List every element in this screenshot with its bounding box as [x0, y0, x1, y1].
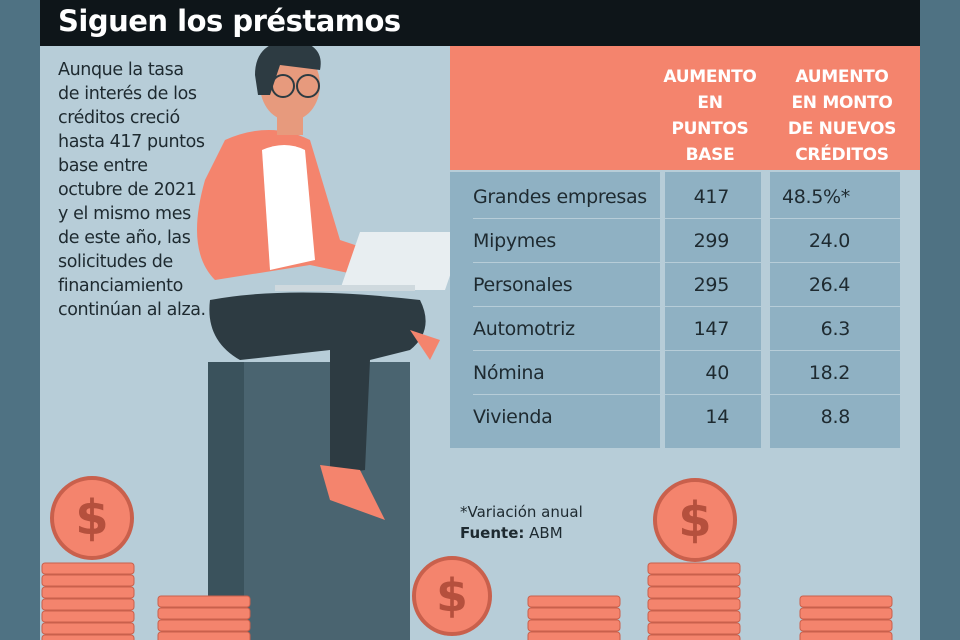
title-bar: Siguen los préstamos — [40, 0, 920, 46]
coin-stack-coin — [527, 607, 621, 620]
row-monto: 8.8 — [820, 406, 851, 428]
dollar-sign: $ — [678, 492, 711, 548]
coin-stack-coin — [799, 619, 893, 632]
coin-stack-coin — [647, 634, 741, 640]
person-shoe — [320, 465, 385, 520]
coin-stack-coin — [41, 610, 135, 623]
row-puntos-base: 295 — [693, 274, 730, 296]
row-puntos-base: 299 — [693, 230, 730, 252]
coin-stack-coin — [41, 622, 135, 635]
row-label: Grandes empresas — [473, 186, 647, 208]
row-label: Personales — [473, 274, 573, 296]
coin-stack-coin — [647, 586, 741, 599]
coin-stack-coin — [157, 619, 251, 632]
row-divider — [473, 306, 900, 307]
row-label: Nómina — [473, 362, 545, 384]
coin-stack-coin — [647, 622, 741, 635]
coin-stack-coin — [799, 631, 893, 640]
row-divider — [473, 350, 900, 351]
infographic: $ $ $ Siguen los préstamos Aunque la tasa … — [40, 0, 920, 640]
row-monto: 48.5%* — [781, 186, 850, 208]
row-label: Mipymes — [473, 230, 556, 252]
coin-stack-coin — [157, 631, 251, 640]
notes: *Variación anual Fuente: ABM — [460, 502, 583, 544]
coin-stack-coin — [157, 607, 251, 620]
row-label: Vivienda — [473, 406, 553, 428]
coin-stack-coin — [527, 619, 621, 632]
row-monto: 18.2 — [808, 362, 850, 384]
dollar-coin-icon — [50, 476, 134, 560]
person-legs — [209, 292, 426, 475]
coin-stack-coin — [647, 574, 741, 587]
source: Fuente: ABM — [460, 523, 583, 544]
row-divider — [473, 394, 900, 395]
row-divider — [473, 262, 900, 263]
source-value: ABM — [529, 524, 563, 542]
coin-stack-coin — [527, 631, 621, 640]
coin-stack-coin — [647, 598, 741, 611]
coin-stack-coin — [799, 595, 893, 608]
coin-stack-coin — [41, 574, 135, 587]
coin-stack-coin — [157, 595, 251, 608]
row-puntos-base: 40 — [705, 362, 729, 384]
row-puntos-base: 417 — [693, 186, 730, 208]
row-monto: 26.4 — [808, 274, 850, 296]
intro-text: Aunque la tasa de interés de los crédito… — [58, 60, 206, 320]
page-title: Siguen los préstamos — [58, 4, 401, 38]
dollar-sign: $ — [436, 569, 468, 622]
row-monto: 24.0 — [808, 230, 850, 252]
illustration: $ $ $ — [41, 40, 893, 640]
footnote: *Variación anual — [460, 503, 583, 521]
source-label: Fuente: — [460, 524, 525, 542]
coin-stack-coin — [527, 595, 621, 608]
row-puntos-base: 14 — [705, 406, 729, 428]
row-label: Automotriz — [473, 318, 575, 340]
coin-stack-coin — [41, 586, 135, 599]
laptop — [340, 232, 465, 290]
column-header-monto: AUMENTO EN MONTO DE NUEVOS CRÉDITOS — [787, 67, 897, 165]
table-header: AUMENTO EN PUNTOS BASE AUMENTO EN MONTO … — [450, 46, 920, 170]
dollar-sign: $ — [75, 490, 108, 546]
column-header-puntos-base: AUMENTO EN PUNTOS BASE — [663, 67, 757, 165]
coin-stack-coin — [647, 610, 741, 623]
coin-stack-coin — [41, 562, 135, 575]
row-monto: 6.3 — [820, 318, 851, 340]
dollar-coin-icon — [653, 478, 737, 562]
coin-stack-coin — [647, 562, 741, 575]
coin-stack-coin — [41, 634, 135, 640]
coin-stack-coin — [41, 598, 135, 611]
dollar-coin-icon — [412, 556, 492, 636]
row-divider — [473, 218, 900, 219]
coin-stack-coin — [799, 607, 893, 620]
row-puntos-base: 147 — [693, 318, 730, 340]
